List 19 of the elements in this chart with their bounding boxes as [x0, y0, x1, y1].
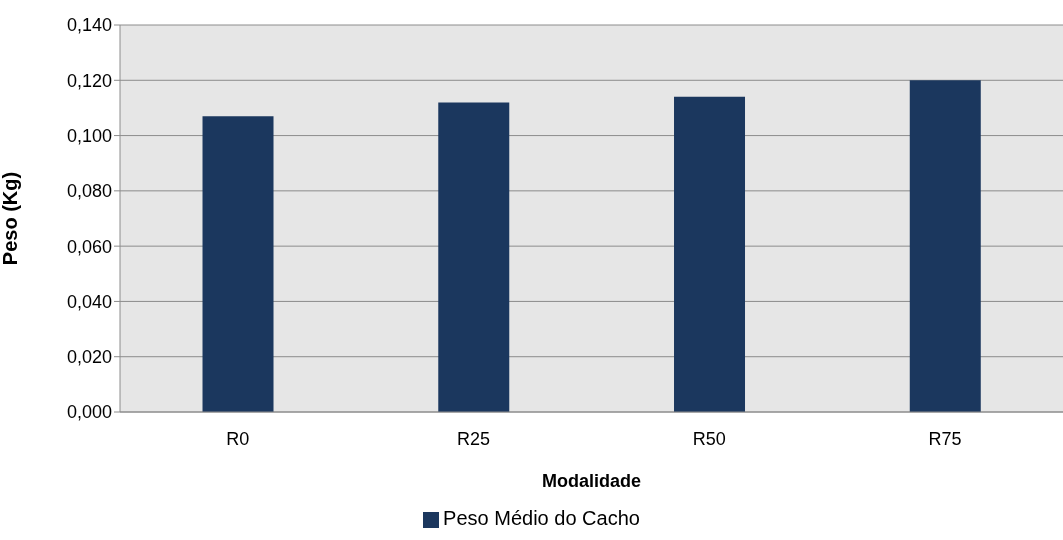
legend-label: Peso Médio do Cacho	[443, 507, 640, 529]
bar	[674, 96, 746, 412]
y-axis-title: Peso (Kg)	[0, 171, 22, 266]
y-tick-label: 0,140	[66, 15, 112, 36]
bar	[909, 80, 981, 412]
y-tick-label: 0,100	[66, 125, 112, 146]
y-tick-label: 0,040	[66, 291, 112, 312]
x-tick-label: R25	[457, 428, 491, 449]
bar	[438, 102, 510, 412]
x-axis-title: Modalidade	[541, 471, 642, 491]
x-tick-label: R0	[226, 428, 250, 449]
y-tick-label: 0,020	[66, 347, 112, 368]
x-tick-label: R50	[692, 428, 726, 449]
bar	[202, 116, 274, 412]
y-tick-label: 0,000	[66, 402, 112, 423]
x-tick-label: R75	[928, 428, 962, 449]
y-tick-label: 0,080	[66, 181, 112, 202]
y-tick-label: 0,060	[66, 236, 112, 257]
y-tick-label: 0,120	[66, 70, 112, 91]
